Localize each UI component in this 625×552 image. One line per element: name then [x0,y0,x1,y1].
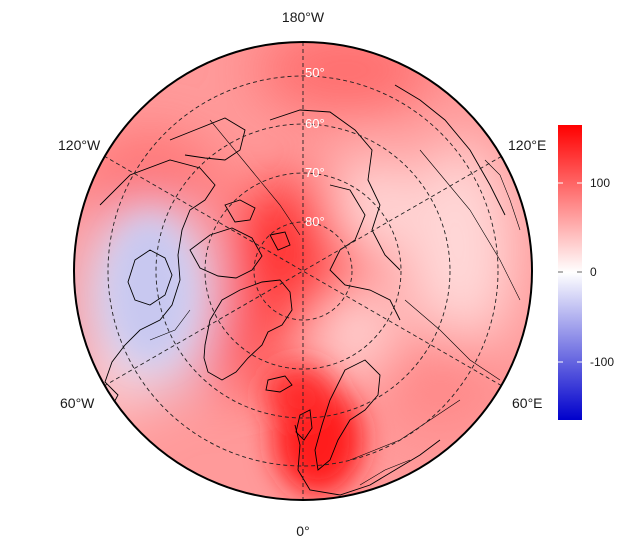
greenland-coast [203,279,293,381]
colorbar: 100 0 -100 [558,125,614,420]
lon-label-60e: 60°E [512,395,543,411]
lat-circle-60 [155,123,451,419]
russia-arctic-coast [329,184,401,321]
lat-label-80: 80° [305,214,325,229]
lon-label-0: 0° [296,523,309,539]
lat-label-60: 60° [305,116,325,131]
lat-circle-50 [107,75,499,467]
britain-coast [295,409,313,441]
lon-label-120e: 120°E [508,137,546,153]
scandinavia-coast [314,359,381,471]
colorbar-tick-minus-100: -100 [590,355,614,369]
europe-coast [294,424,441,496]
anomaly-field [74,42,532,500]
siberia-coast [269,109,401,271]
lon-label-180w: 180°W [282,9,325,25]
colorbar-tick-100: 100 [590,176,610,190]
lat-circle-80 [253,221,353,321]
hudson-bay-coast [127,249,173,306]
lon-label-60w: 60°W [60,395,95,411]
canadian-archipelago-coast [189,199,291,279]
colorbar-tick-0: 0 [590,265,597,279]
lat-label-50: 50° [305,65,325,80]
lat-label-70: 70° [305,165,325,180]
graticule [103,42,503,500]
map-boundary [73,41,533,501]
lat-circle-70 [204,172,402,370]
iceland-coast [265,375,293,393]
north-america-coast [99,159,216,411]
east-asia-coast [394,84,506,216]
lon-label-120w: 120°W [58,137,101,153]
